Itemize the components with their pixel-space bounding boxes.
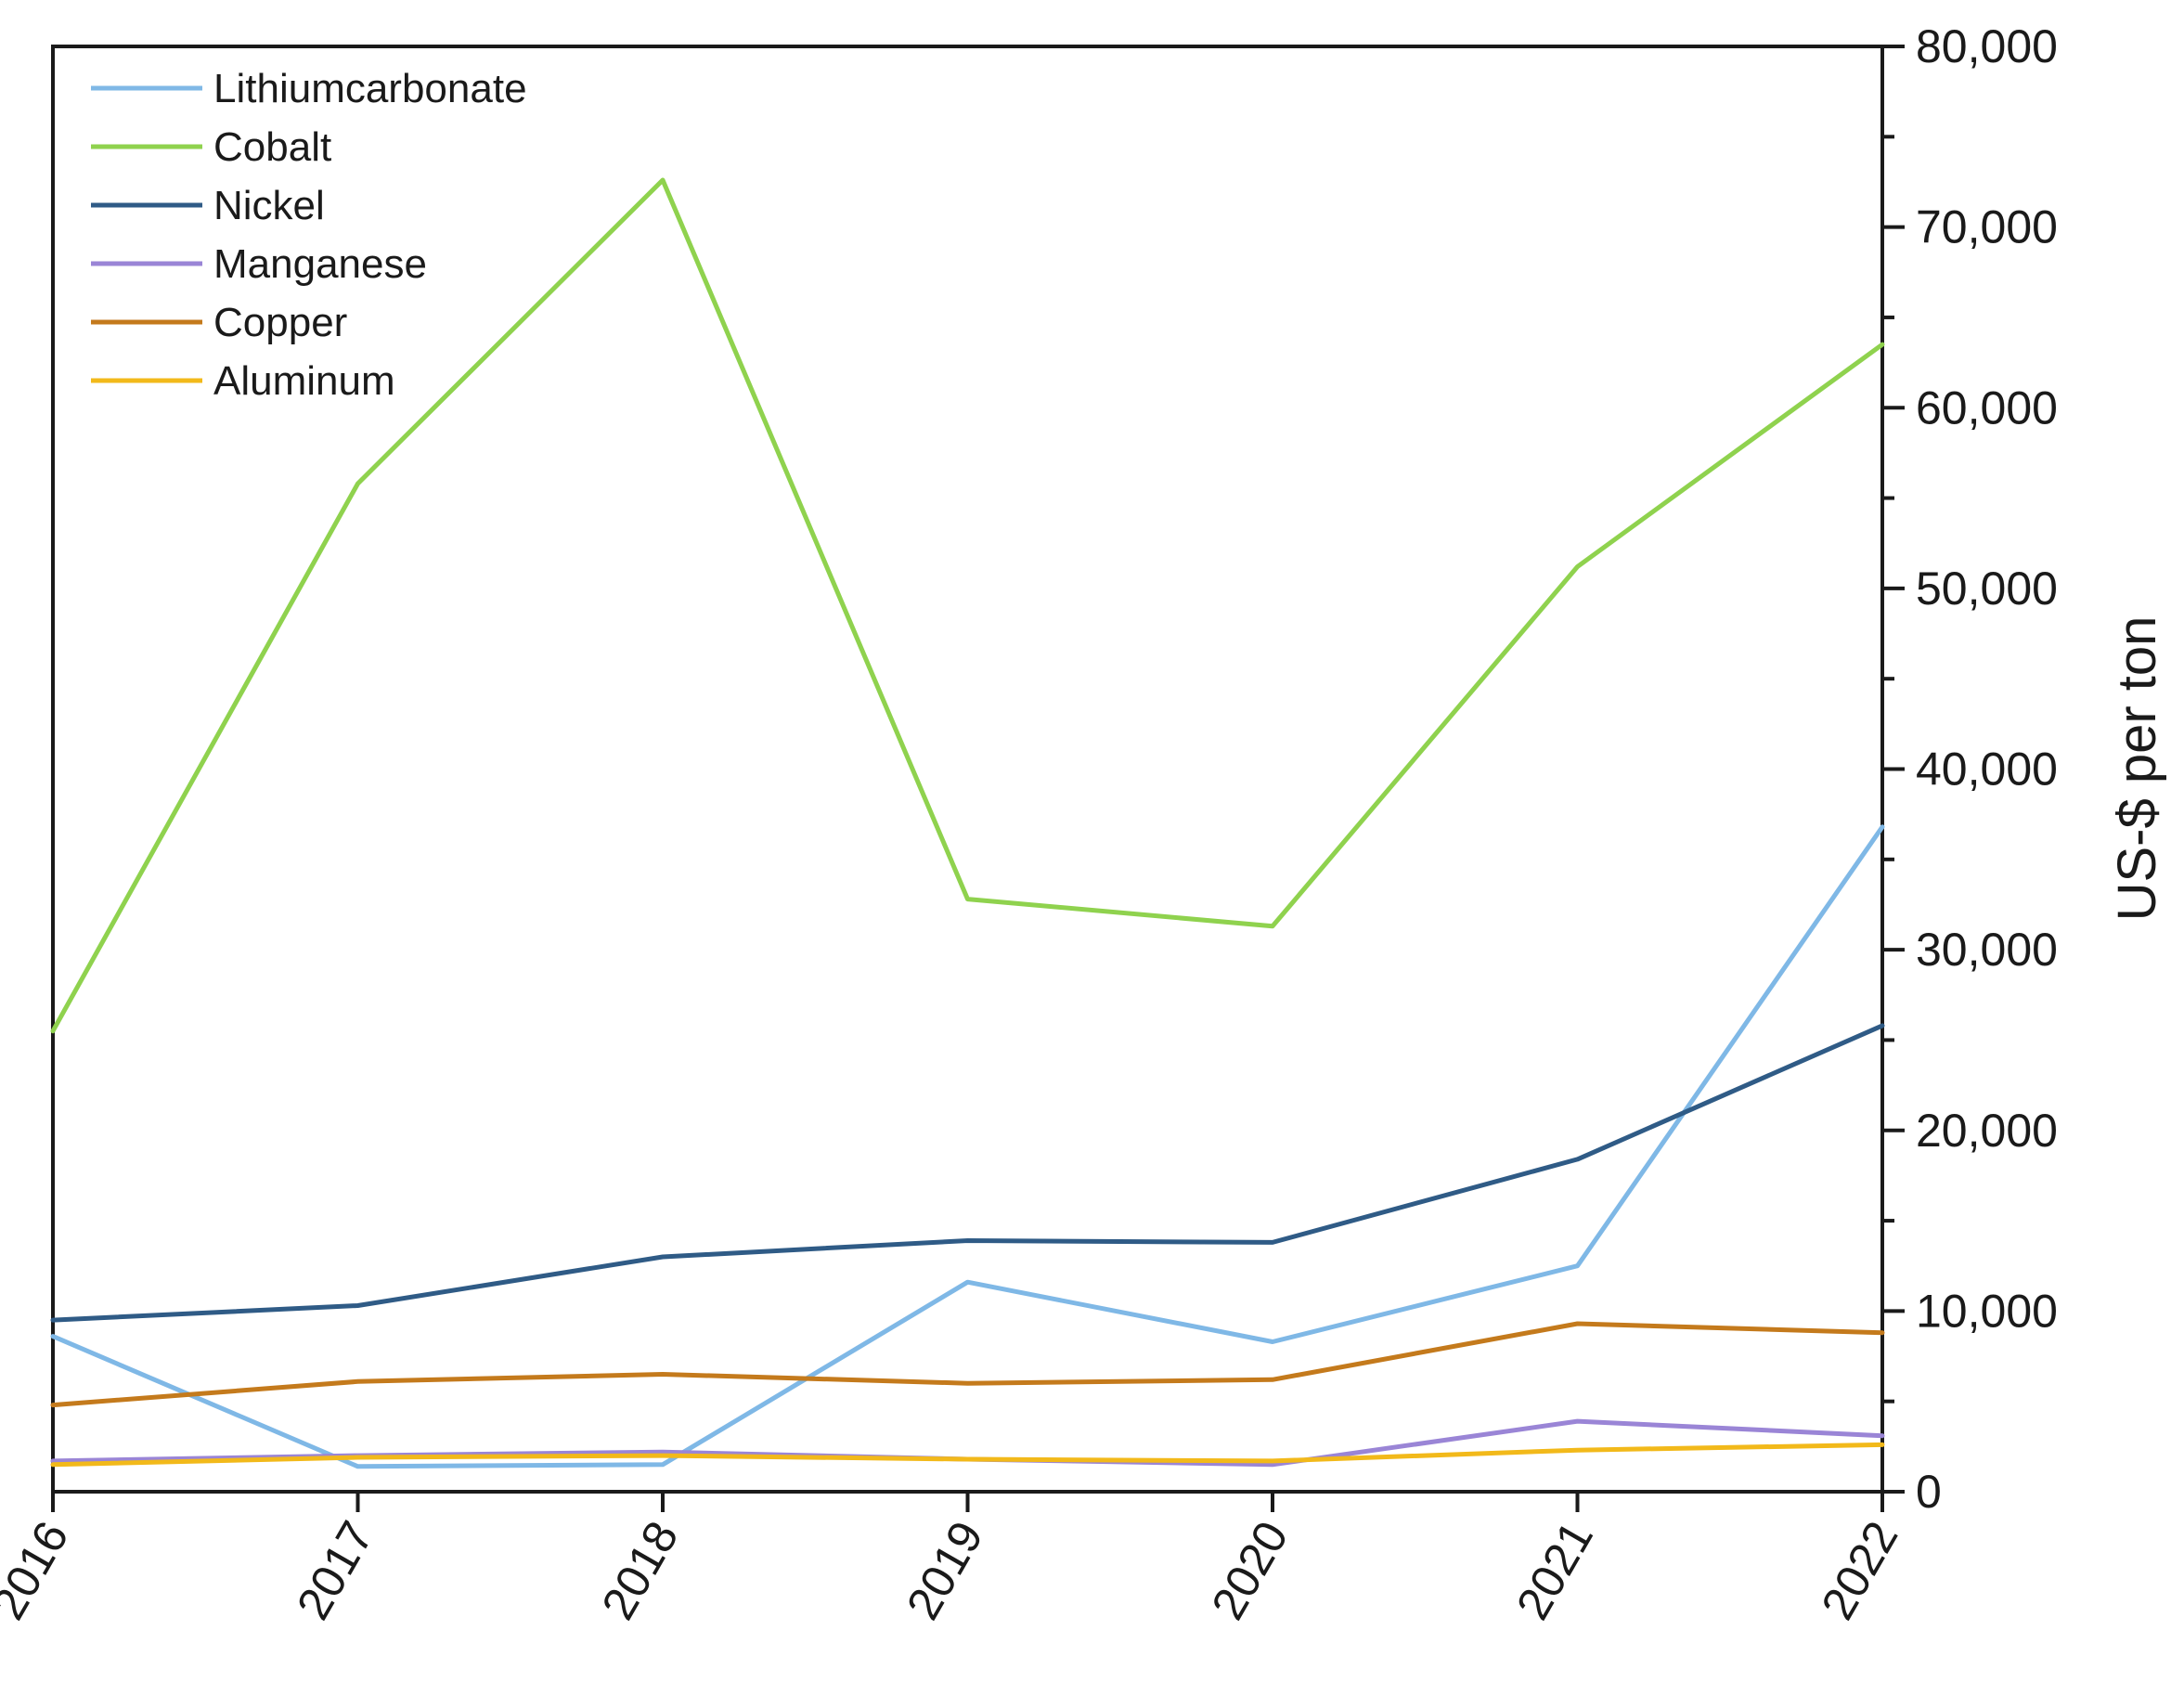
x-tick-label: 2021 — [1506, 1513, 1603, 1628]
legend-label: Cobalt — [213, 124, 331, 170]
x-tick-label: 2022 — [1811, 1513, 1907, 1628]
y-tick-label: 20,000 — [1916, 1105, 2058, 1157]
series-layer — [50, 177, 1885, 1469]
series-line-lithiumcarbonate — [50, 824, 1885, 1469]
y-tick-label: 80,000 — [1916, 20, 2058, 72]
x-tick-label: 2020 — [1201, 1513, 1298, 1628]
legend-label: Lithiumcarbonate — [213, 66, 527, 111]
legend: Lithiumcarbonate Cobalt Nickel Manganese Cop… — [91, 66, 527, 404]
y-tick-label: 0 — [1916, 1466, 1942, 1518]
x-tick-label: 2018 — [591, 1513, 688, 1628]
legend-label: Copper — [213, 300, 347, 345]
series-line-aluminum — [50, 1442, 1885, 1468]
series-line-nickel — [50, 1023, 1885, 1323]
y-tick-label: 30,000 — [1916, 924, 2058, 976]
x-tick-label: 2016 — [0, 1513, 79, 1628]
legend-label: Nickel — [213, 183, 325, 228]
x-axis: 2016 2017 2018 2019 2020 2021 2022 — [0, 1492, 1908, 1628]
y-tick-label: 60,000 — [1916, 382, 2058, 433]
y-tick-label: 70,000 — [1916, 201, 2058, 253]
series-line-copper — [50, 1321, 1885, 1408]
y-tick-label: 40,000 — [1916, 744, 2058, 796]
legend-label: Aluminum — [213, 358, 395, 404]
x-tick-label: 2019 — [897, 1513, 993, 1628]
series-line-cobalt — [50, 177, 1885, 1034]
x-tick-label: 2017 — [287, 1513, 383, 1628]
y-axis-title: US-$ per ton — [2107, 616, 2167, 922]
y-tick-label: 10,000 — [1916, 1285, 2058, 1337]
y-tick-label: 50,000 — [1916, 563, 2058, 615]
legend-label: Manganese — [213, 241, 427, 287]
y-axis: 0 10,000 20,000 30,000 40,000 50,000 60,000 70,… — [1882, 20, 2058, 1518]
